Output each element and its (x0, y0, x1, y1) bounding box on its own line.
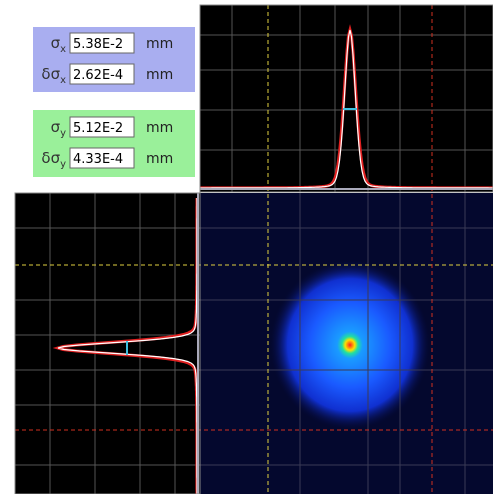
symbol: δσ (41, 149, 60, 167)
parameter-value: 5.38E-2 (73, 37, 123, 52)
unit: mm (146, 120, 173, 136)
beam-spot (270, 260, 430, 430)
subscript: x (60, 75, 66, 86)
subscript: x (60, 44, 66, 55)
unit: mm (146, 151, 173, 167)
symbol: δσ (41, 65, 60, 83)
unit: mm (146, 36, 173, 52)
parameter-value: 2.62E-4 (73, 68, 123, 83)
subscript: y (60, 159, 66, 170)
subscript: y (60, 128, 66, 139)
beam-profiler: σx5.38E-2mmδσx2.62E-4mmσy5.12E-2mmδσy4.3… (0, 0, 493, 494)
parameter-value: 5.12E-2 (73, 121, 123, 136)
parameter-value: 4.33E-4 (73, 152, 123, 167)
unit: mm (146, 67, 173, 83)
x-profile-plot (200, 5, 493, 192)
symbol: σ (51, 34, 61, 52)
symbol: σ (51, 118, 61, 136)
